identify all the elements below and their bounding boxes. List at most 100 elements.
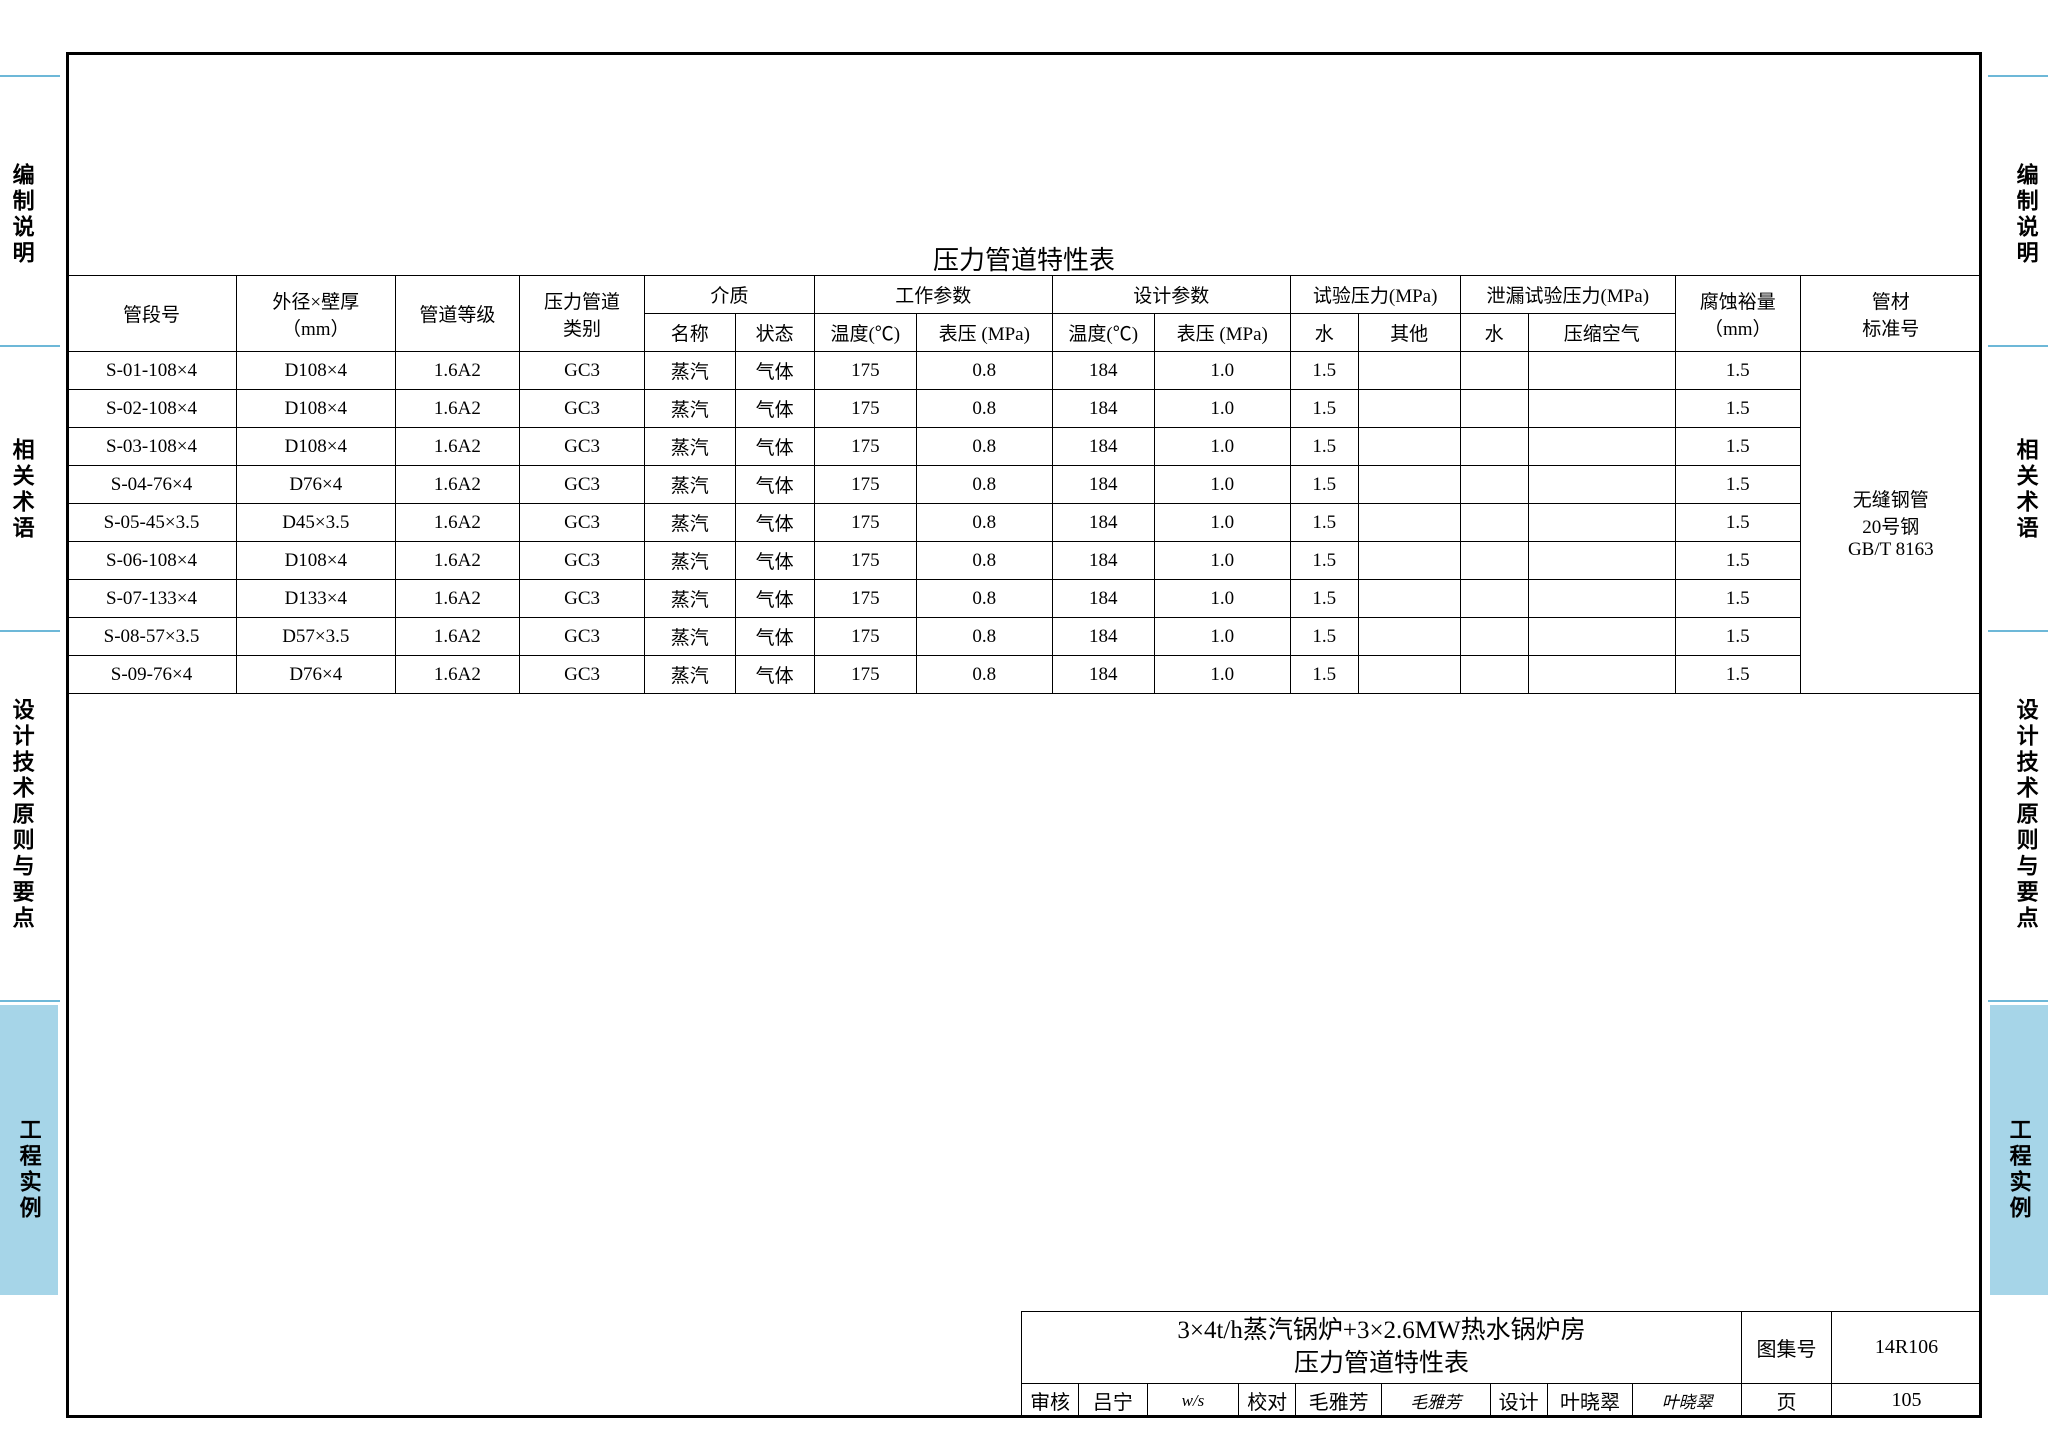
side-tab-left-3[interactable]: 设计技术原则与要点 [2,660,42,970]
cell-mn: 蒸汽 [644,390,735,428]
cell-mn: 蒸汽 [644,656,735,694]
cell-grade: 1.6A2 [395,618,520,656]
cell-la [1528,580,1675,618]
cell-ca: 1.5 [1675,542,1800,580]
cell-to [1358,466,1460,504]
cell-lw [1460,618,1528,656]
cell-wp: 0.8 [916,580,1052,618]
th-work-gauge: 表压 (MPa) [916,314,1052,352]
cell-cat: GC3 [520,542,645,580]
cell-tw: 1.5 [1290,618,1358,656]
cell-dt: 184 [1052,390,1154,428]
cell-od: D108×4 [236,390,395,428]
cell-tw: 1.5 [1290,580,1358,618]
cell-wt: 175 [814,504,916,542]
cell-mn: 蒸汽 [644,580,735,618]
cell-cat: GC3 [520,580,645,618]
cell-od: D108×4 [236,352,395,390]
cell-wp: 0.8 [916,352,1052,390]
table-row: S-08-57×3.5D57×3.51.6A2GC3蒸汽气体1750.81841… [67,618,1982,656]
tb-title-l2: 压力管道特性表 [1294,1350,1469,1377]
tb-review-sig: w/s [1147,1384,1238,1418]
cell-cat: GC3 [520,428,645,466]
cell-cat: GC3 [520,352,645,390]
cell-lw [1460,466,1528,504]
cell-wt: 175 [814,428,916,466]
cell-wp: 0.8 [916,428,1052,466]
th-design-temp: 温度(℃) [1052,314,1154,352]
cell-la [1528,428,1675,466]
tb-design-label: 设计 [1490,1384,1547,1418]
cell-to [1358,580,1460,618]
cell-lw [1460,542,1528,580]
tab-divider [0,345,60,347]
cell-to [1358,390,1460,428]
cell-dp: 1.0 [1154,656,1290,694]
cell-dp: 1.0 [1154,466,1290,504]
side-tab-right-3[interactable]: 设计技术原则与要点 [2006,660,2046,970]
cell-seg: S-05-45×3.5 [67,504,237,542]
th-test-water: 水 [1290,314,1358,352]
cell-mn: 蒸汽 [644,428,735,466]
cell-wt: 175 [814,618,916,656]
cell-wt: 175 [814,390,916,428]
cell-dt: 184 [1052,504,1154,542]
cell-to [1358,428,1460,466]
cell-seg: S-09-76×4 [67,656,237,694]
cell-dt: 184 [1052,352,1154,390]
cell-od: D57×3.5 [236,618,395,656]
cell-ca: 1.5 [1675,390,1800,428]
cell-od: D133×4 [236,580,395,618]
cell-to [1358,618,1460,656]
tb-design-name: 叶晓翠 [1547,1384,1633,1418]
cell-grade: 1.6A2 [395,352,520,390]
tab-divider [0,630,60,632]
tab-divider [1988,630,2048,632]
title-block: 3×4t/h蒸汽锅炉+3×2.6MW热水锅炉房 压力管道特性表 图集号 14R1… [1021,1311,1982,1419]
cell-ms: 气体 [735,656,814,694]
th-test-other: 其他 [1358,314,1460,352]
cell-grade: 1.6A2 [395,542,520,580]
tab-divider [0,75,60,77]
side-tab-left-4-active[interactable]: 工程实例 [0,1005,58,1295]
cell-wp: 0.8 [916,618,1052,656]
cell-lw [1460,580,1528,618]
th-test-p: 试验压力(MPa) [1290,276,1460,314]
side-tab-left-1[interactable]: 编制说明 [2,120,42,310]
tb-atlas-no: 14R106 [1832,1311,1982,1384]
cell-mat-std: 无缝钢管 20号钢 GB/T 8163 [1800,352,1981,694]
cell-ca: 1.5 [1675,580,1800,618]
th-corr-allow: 腐蚀裕量 （mm） [1675,276,1800,352]
cell-to [1358,352,1460,390]
table-title: 压力管道特性表 [69,240,1979,277]
cell-ms: 气体 [735,580,814,618]
cell-la [1528,656,1675,694]
cell-seg: S-03-108×4 [67,428,237,466]
tb-design-sig: 叶晓翠 [1633,1384,1742,1418]
tab-divider [1988,75,2048,77]
side-tab-right-1[interactable]: 编制说明 [2006,120,2046,310]
side-tab-right-4-active[interactable]: 工程实例 [1990,1005,2048,1295]
cell-ms: 气体 [735,466,814,504]
th-pipe-grade: 管道等级 [395,276,520,352]
cell-dp: 1.0 [1154,580,1290,618]
th-medium-name: 名称 [644,314,735,352]
th-od-wall: 外径×壁厚 （mm） [236,276,395,352]
cell-od: D76×4 [236,466,395,504]
side-tab-right-2[interactable]: 相关术语 [2006,390,2046,590]
cell-cat: GC3 [520,466,645,504]
cell-dt: 184 [1052,618,1154,656]
cell-tw: 1.5 [1290,542,1358,580]
th-seg-no: 管段号 [67,276,237,352]
cell-ms: 气体 [735,390,814,428]
cell-tw: 1.5 [1290,428,1358,466]
th-leak-air: 压缩空气 [1528,314,1675,352]
cell-ms: 气体 [735,618,814,656]
cell-tw: 1.5 [1290,466,1358,504]
cell-grade: 1.6A2 [395,504,520,542]
cell-lw [1460,428,1528,466]
side-tab-left-2[interactable]: 相关术语 [2,390,42,590]
cell-dt: 184 [1052,466,1154,504]
tb-review-name: 吕宁 [1079,1384,1148,1418]
cell-wt: 175 [814,352,916,390]
